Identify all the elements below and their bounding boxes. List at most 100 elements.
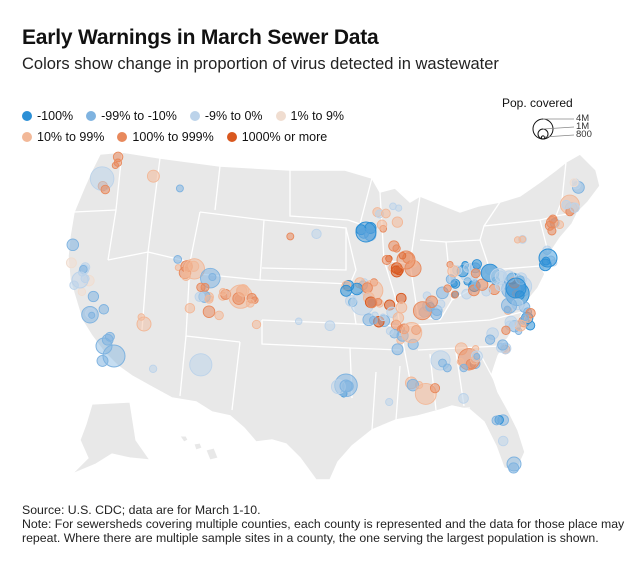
state-border [395,365,401,421]
pop-legend-graphic: 4M 1M 800 [532,113,592,140]
site-marker [392,244,401,253]
site-marker [219,287,227,296]
site-marker [173,255,183,264]
state-border [231,341,241,411]
legend-label: 10% to 99% [37,129,105,144]
pop-leader-line [543,134,575,138]
color-legend: -100% -99% to -10% -9% to 0% 1% to 9% 10… [22,105,442,147]
legend-item: 1% to 9% [275,109,344,123]
site-marker [491,415,502,426]
site-marker [385,397,394,407]
site-marker [65,257,77,269]
site-marker [381,254,392,265]
pop-circle-medium [537,128,549,140]
site-marker [98,304,110,315]
pop-leader-line [542,126,575,130]
site-marker-large [396,250,416,270]
site-marker [429,383,441,394]
state-border [261,320,353,399]
site-marker [442,363,452,373]
site-marker [501,325,511,335]
site-marker [470,268,481,279]
site-marker [196,282,206,292]
site-marker [245,298,255,308]
site-marker [324,320,336,332]
legend-item: 1000% or more [226,130,327,144]
state-border [147,157,201,263]
site-marker [458,393,469,404]
site-marker [361,282,373,294]
legend-swatch [22,131,32,142]
site-marker [175,184,184,193]
site-marker [366,297,378,309]
site-marker [208,272,217,282]
site-marker [425,295,438,309]
site-marker [77,287,87,296]
site-marker [340,284,353,297]
state-border [199,211,265,281]
site-marker [395,292,407,304]
site-marker [447,265,460,278]
site-marker [395,301,408,314]
legend-label: -99% to -10% [101,108,177,123]
us-map-svg [65,151,601,481]
state-border [439,407,471,411]
state-shapes [67,151,601,481]
site-marker [569,202,580,213]
legend-swatch [189,110,200,121]
site-marker [202,305,216,318]
state-border [483,201,501,227]
hawaii-shape [179,435,219,461]
site-marker [555,220,565,230]
legend-item: -9% to 0% [189,109,263,123]
site-marker [463,262,474,273]
state-border [345,227,357,285]
legend-item: 10% to 99% [22,130,104,144]
chart-title: Early Warnings in March Sewer Data [22,26,379,49]
site-marker-large [136,316,152,332]
legend-swatch [275,110,286,121]
pop-legend-title: Pop. covered [502,96,573,110]
site-marker [381,208,391,219]
site-marker [189,353,213,377]
state-border [214,165,221,211]
site-markers [65,151,585,474]
site-marker [501,297,518,314]
site-marker [214,310,224,321]
legend-swatch [86,110,97,121]
pop-label-1m: 1M [576,121,589,132]
site-marker-large [506,456,522,472]
legend-row-2: 10% to 99% 100% to 999% 1000% or more [22,126,442,147]
site-marker [561,199,571,210]
pop-label-800: 800 [576,129,592,140]
site-marker-large [505,277,527,299]
site-marker-large [102,344,126,368]
site-marker [394,204,403,212]
site-marker [391,216,404,228]
legend-label: -100% [37,108,74,123]
site-marker [521,313,530,321]
site-marker [88,311,96,319]
site-marker [471,259,482,270]
state-border [561,161,567,201]
state-border [73,209,117,213]
site-marker [194,291,205,302]
site-marker [345,295,357,307]
population-size-legend: Pop. covered 4M 1M 800 [502,96,622,148]
us-map [0,140,640,500]
site-marker [459,363,468,373]
site-marker [385,327,394,336]
site-marker [101,333,114,346]
site-marker [406,378,420,392]
site-marker-large [71,271,89,289]
pop-label-4m: 4M [576,113,589,124]
site-marker [146,169,160,183]
alaska-shape [71,401,152,475]
site-marker [251,319,262,330]
site-marker [112,151,124,163]
site-marker-large [355,221,377,243]
site-marker [204,294,214,304]
site-marker [400,321,423,344]
legend-label: 100% to 999% [132,129,214,144]
site-marker [236,284,250,297]
